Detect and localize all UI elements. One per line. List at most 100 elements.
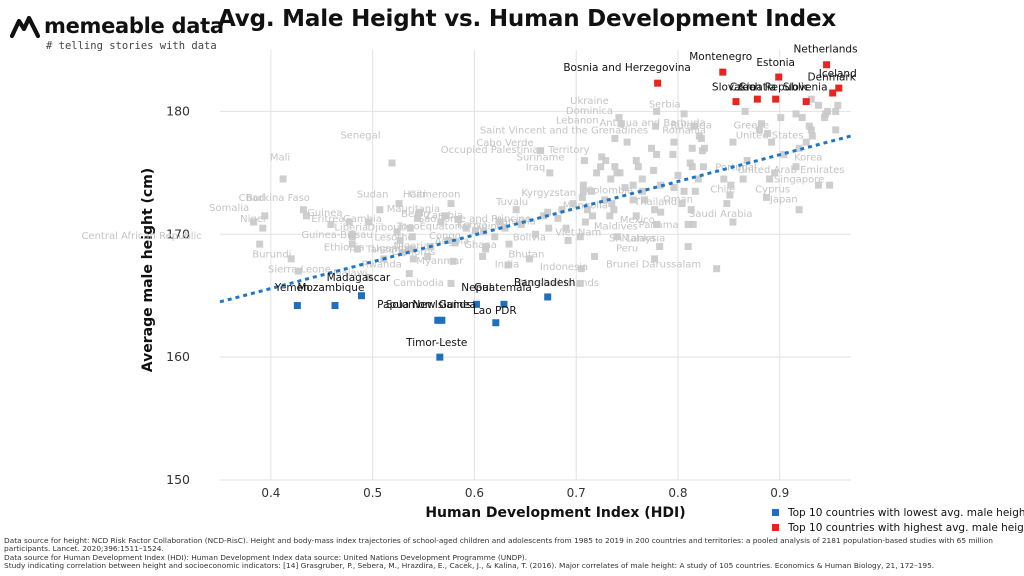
- highlight-point: [829, 89, 837, 97]
- data-point: [640, 196, 648, 204]
- highlight-point: [719, 68, 727, 76]
- country-label: Lesotho: [374, 232, 413, 243]
- data-point: [690, 122, 698, 130]
- data-point: [408, 233, 416, 241]
- country-label: Myanmar: [416, 256, 464, 267]
- highlight-point: [835, 84, 843, 92]
- data-point: [279, 175, 287, 183]
- country-label: Mexico: [620, 215, 655, 226]
- country-label: Saint Vincent and the Grenadines: [480, 126, 648, 137]
- data-point: [621, 184, 629, 192]
- data-point: [562, 224, 570, 232]
- country-label: Central African Republic: [81, 231, 201, 242]
- data-point: [601, 196, 609, 204]
- country-label: Congo: [429, 231, 461, 242]
- data-point: [447, 279, 455, 287]
- country-label-highlight: Solomon Islands: [386, 299, 472, 311]
- data-point: [613, 169, 621, 177]
- legend-swatch-lowest: [772, 509, 779, 516]
- country-label: Saudi Arabia: [689, 209, 752, 220]
- data-point: [462, 224, 470, 232]
- y-tick-label: 160: [166, 349, 190, 364]
- country-label: Ethiopia: [324, 242, 365, 253]
- country-label: Serbia: [649, 100, 681, 111]
- country-label-highlight: Guatemala: [474, 282, 532, 294]
- data-point: [629, 181, 637, 189]
- country-label: Eritrea: [311, 214, 344, 225]
- data-point: [795, 144, 803, 152]
- data-point: [686, 159, 694, 167]
- data-point: [451, 239, 459, 247]
- data-point: [780, 150, 788, 158]
- data-point: [348, 240, 356, 248]
- highlight-point: [772, 95, 780, 103]
- country-label: Somalia: [209, 203, 249, 214]
- legend-item-highest: Top 10 countries with highest avg. male …: [772, 520, 1024, 535]
- data-point: [591, 252, 599, 260]
- data-point: [834, 101, 842, 109]
- country-label: Oman: [663, 194, 693, 205]
- country-label-highlight: Netherlands: [794, 43, 858, 55]
- data-point: [388, 159, 396, 167]
- country-label: Tuvalu: [495, 197, 528, 208]
- data-point: [652, 122, 660, 130]
- country-label-highlight: Bangladesh: [514, 277, 576, 289]
- country-label: Thailand: [633, 197, 677, 208]
- data-point: [832, 126, 840, 134]
- data-point: [441, 212, 449, 220]
- y-tick-label: 150: [166, 472, 190, 487]
- data-point: [826, 181, 834, 189]
- data-point: [564, 236, 572, 244]
- data-point: [554, 214, 562, 222]
- chart-legend: Top 10 countries with lowest avg. male h…: [772, 505, 1024, 535]
- data-point: [588, 212, 596, 220]
- data-point: [525, 255, 533, 263]
- country-label: Burkina Faso: [246, 193, 310, 204]
- data-point: [579, 187, 587, 195]
- country-label: Occupied Palestinian Territory: [441, 145, 590, 156]
- highlight-point: [544, 293, 552, 301]
- data-point: [437, 218, 445, 226]
- data-point: [256, 240, 264, 248]
- data-point: [615, 114, 623, 122]
- country-label: Haiti: [403, 189, 426, 200]
- data-point: [807, 126, 815, 134]
- highlight-point: [823, 61, 831, 69]
- data-point: [479, 252, 487, 260]
- data-point: [587, 187, 595, 195]
- data-point: [544, 208, 552, 216]
- country-label: Mauritania: [387, 204, 440, 215]
- data-point: [578, 193, 586, 201]
- country-label: Colombia: [586, 186, 633, 197]
- data-point: [606, 212, 614, 220]
- country-label: Kyrgyzstan: [521, 188, 576, 199]
- country-label-highlight: Denmark: [808, 72, 857, 84]
- data-point: [680, 187, 688, 195]
- country-label: Uganda: [372, 243, 411, 254]
- data-point: [365, 273, 373, 281]
- data-point: [583, 206, 591, 214]
- data-point: [723, 200, 731, 208]
- legend-swatch-highest: [772, 524, 779, 531]
- country-label-highlight: Yemen: [274, 282, 310, 294]
- country-label: Ghana: [464, 240, 497, 251]
- country-label: Cambodia: [393, 278, 444, 289]
- country-label: Mali: [270, 153, 290, 164]
- highlight-point: [492, 319, 500, 327]
- data-point: [569, 200, 577, 208]
- country-label: Burundi: [252, 250, 291, 261]
- country-label: Lebanon: [556, 116, 599, 127]
- country-label: Korea: [794, 153, 822, 164]
- data-point: [651, 206, 659, 214]
- data-point: [814, 181, 822, 189]
- country-label: Guinea: [307, 208, 342, 219]
- data-point: [739, 175, 747, 183]
- country-label: Senegal: [340, 130, 380, 141]
- country-label: Sao Tome and Principe: [418, 214, 531, 225]
- y-tick-label: 170: [166, 226, 190, 241]
- country-label: Chile: [710, 185, 735, 196]
- data-point: [597, 163, 605, 171]
- country-label: Namibia: [494, 216, 535, 227]
- data-point: [409, 255, 417, 263]
